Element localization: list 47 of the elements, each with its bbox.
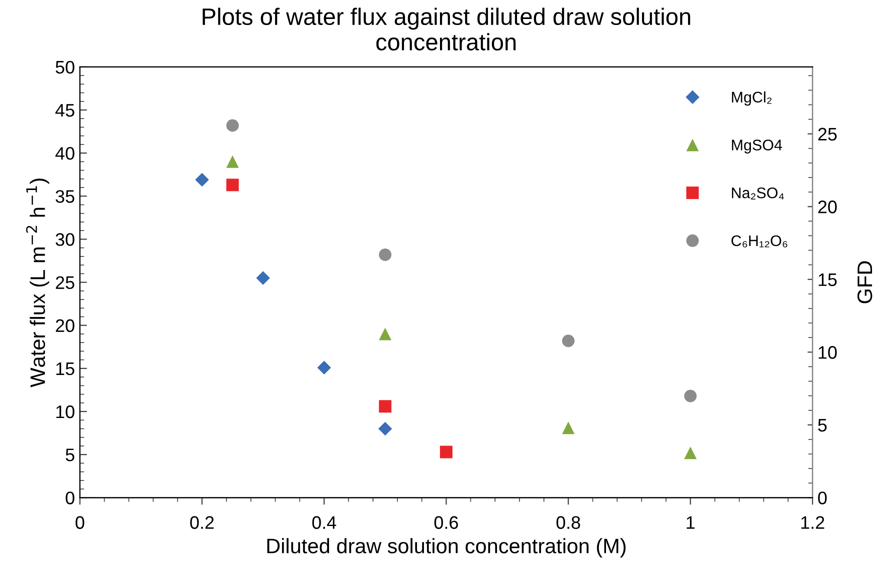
point: [440, 446, 452, 458]
point: [378, 422, 392, 436]
y-tick-label: 0: [66, 492, 74, 504]
legend-label: C₆H₁₂O₆: [731, 235, 788, 248]
y-tick-label: 5: [66, 448, 74, 462]
point: [684, 446, 697, 460]
x-tick-label: 1.2: [801, 516, 824, 529]
y2-tick-label: 0: [818, 492, 827, 504]
legend-label: Na₂SO₄: [732, 187, 784, 200]
x-tick-label: 1: [686, 516, 695, 529]
y-tick-label: 25: [56, 276, 74, 289]
x-tick-label: 0.8: [556, 516, 580, 529]
y2-tick-label: 15: [818, 273, 837, 286]
point: [226, 178, 239, 192]
y-tick-label: 30: [56, 233, 74, 246]
x-tick-label: 0.4: [312, 516, 336, 529]
point: [256, 271, 270, 285]
chart-title: Plots of water flux against diluted draw solution concentration: [202, 8, 690, 50]
y-tick-label: 45: [55, 104, 74, 117]
y-tick-label: 40: [55, 147, 74, 160]
point: [226, 155, 239, 168]
x-axis-title: Diluted draw solution concentration (M): [267, 538, 626, 558]
x-tick-label: 0: [76, 516, 84, 529]
y2-tick-label: 10: [818, 346, 837, 359]
point: [378, 328, 392, 340]
point: [378, 248, 392, 261]
point: [226, 119, 239, 132]
point: [562, 422, 575, 434]
y2-tick-label: 20: [818, 200, 837, 214]
point: [562, 334, 575, 348]
y-tick-label: 35: [56, 190, 74, 203]
point: [378, 400, 392, 413]
y2-axis-title: GFD: [857, 261, 872, 304]
x-tick-label: 0.2: [190, 516, 214, 529]
legend-label: MgSO4: [732, 140, 782, 154]
legend-label: MgCl₂: [732, 91, 772, 106]
y-tick-label: 20: [56, 319, 74, 332]
x-tick-label: 0.6: [434, 516, 458, 529]
y-axis-title: Water flux (L m$^{−2}$ h$^{−1}$): [26, 178, 50, 388]
y2-tick-label: 25: [818, 128, 837, 141]
y2-tick-label: 5: [818, 419, 827, 432]
y-tick-label: 15: [56, 362, 74, 376]
y-tick-label: 50: [56, 60, 74, 74]
point: [684, 390, 697, 402]
point: [317, 360, 331, 374]
point: [195, 172, 209, 187]
y-tick-label: 10: [56, 405, 74, 418]
